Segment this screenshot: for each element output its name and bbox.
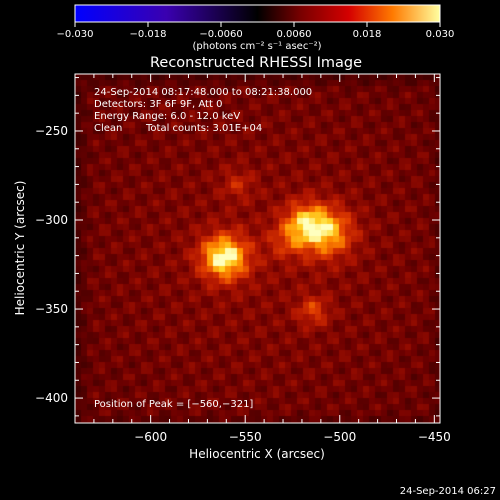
y-axis-label: Heliocentric Y (arcsec) <box>13 181 27 316</box>
annotation-peak: Position of Peak = [−560,−321] <box>94 399 253 410</box>
colorbar-tick-label: 0.030 <box>426 29 455 40</box>
x-tick-label: −450 <box>418 430 451 444</box>
colorbar-tick-label: −0.018 <box>129 29 166 40</box>
annotation-total-counts: Total counts: 3.01E+04 <box>145 123 262 134</box>
x-tick-label: −600 <box>134 430 167 444</box>
colorbar-tick-label: −0.030 <box>56 29 93 40</box>
colorbar-tick-label: 0.0060 <box>277 29 312 40</box>
plot-frame <box>74 73 441 424</box>
colorbar-units: (photons cm⁻² s⁻¹ asec⁻²) <box>192 41 321 52</box>
y-tick-label: −250 <box>35 124 68 138</box>
x-axis-label: Heliocentric X (arcsec) <box>189 447 325 461</box>
y-tick-label: −350 <box>35 302 68 316</box>
axis-ticks: −600 −550 −500 −450 −250 −300 −350 −400 <box>35 74 451 444</box>
x-tick-label: −550 <box>229 430 262 444</box>
colorbar-tick-label: 0.018 <box>353 29 382 40</box>
y-tick-label: −400 <box>35 391 68 405</box>
colorbar-tick-label: −0.0060 <box>199 29 242 40</box>
x-tick-label: −500 <box>323 430 356 444</box>
heatmap-image <box>75 74 440 423</box>
annotation-detectors: Detectors: 3F 6F 9F, Att 0 <box>94 99 222 110</box>
footer-timestamp: 24-Sep-2014 06:27 <box>400 486 496 497</box>
chart-title: Reconstructed RHESSI Image <box>150 55 362 71</box>
colorbar-ticks: −0.030 −0.018 −0.0060 0.0060 0.018 0.030 <box>56 22 454 40</box>
annotation-clean: Clean <box>94 123 122 134</box>
y-tick-label: −300 <box>35 213 68 227</box>
colorbar <box>74 4 441 23</box>
annotation-energy: Energy Range: 6.0 - 12.0 keV <box>94 111 240 122</box>
annotation-time: 24-Sep-2014 08:17:48.000 to 08:21:38.000 <box>94 87 312 98</box>
